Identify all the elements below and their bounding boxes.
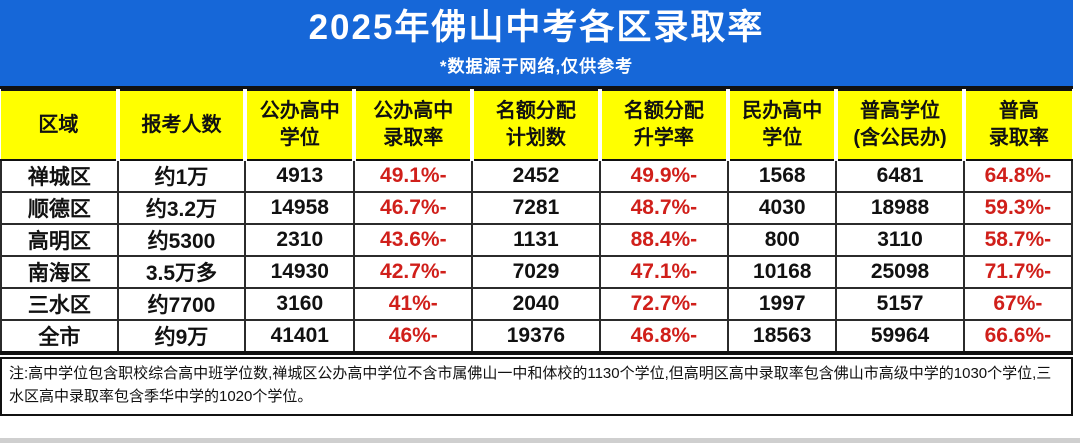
table-row: 三水区 约7700 3160 41%- 2040 72.7%- 1997 5157 67%- <box>0 287 1074 321</box>
table-header: 区域 报考人数 公办高中 学位 公办高中 录取率 名额分配 计划数 名额分配 升… <box>1 89 1072 161</box>
value-cell: 1131 <box>471 223 601 257</box>
value-cell: 43.6%- <box>353 223 474 257</box>
header-public-rate: 公办高中 录取率 <box>352 89 473 161</box>
value-cell: 6481 <box>835 159 965 193</box>
value-cell: 1568 <box>727 159 838 193</box>
value-cell: 约9万 <box>116 319 247 355</box>
header-quota-plan: 名额分配 计划数 <box>470 89 600 161</box>
table-row: 禅城区 约1万 4913 49.1%- 2452 49.9%- 1568 6481 64.8%- <box>0 159 1074 193</box>
value-cell: 1997 <box>727 287 838 321</box>
district-cell: 禅城区 <box>0 159 119 193</box>
value-cell: 10168 <box>727 255 838 289</box>
header-district: 区域 <box>1 89 118 161</box>
value-cell: 41%- <box>353 287 474 321</box>
value-cell: 46.8%- <box>598 319 730 355</box>
value-cell: 5157 <box>835 287 965 321</box>
header-quota-rate: 名额分配 升学率 <box>597 89 729 161</box>
header-row: 区域 报考人数 公办高中 学位 公办高中 录取率 名额分配 计划数 名额分配 升… <box>1 89 1072 161</box>
value-cell: 72.7%- <box>598 287 730 321</box>
district-cell: 顺德区 <box>0 191 119 225</box>
value-cell: 4030 <box>727 191 838 225</box>
value-cell: 49.9%- <box>598 159 730 193</box>
value-cell: 18988 <box>835 191 965 225</box>
value-cell: 3160 <box>244 287 356 321</box>
title-banner: 2025年佛山中考各区录取率 *数据源于网络,仅供参考 <box>0 0 1073 89</box>
header-public-seats: 公办高中 学位 <box>243 89 355 161</box>
header-general-seats: 普高学位 (含公民办) <box>834 89 964 161</box>
value-cell: 2452 <box>471 159 601 193</box>
district-cell: 全市 <box>0 319 119 355</box>
value-cell: 7281 <box>471 191 601 225</box>
table-row: 全市 约9万 41401 46%- 19376 46.8%- 18563 59964 66.6%… <box>0 319 1074 355</box>
district-cell: 高明区 <box>0 223 119 257</box>
table-row: 南海区 3.5万多 14930 42.7%- 7029 47.1%- 10168 25098 7… <box>0 255 1074 289</box>
admission-rate-table: 区域 报考人数 公办高中 学位 公办高中 录取率 名额分配 计划数 名额分配 升… <box>0 89 1074 355</box>
value-cell: 19376 <box>471 319 601 355</box>
footnote: 注:高中学位包含职校综合高中班学位数,禅城区公办高中学位不含市属佛山一中和体校的… <box>0 357 1073 416</box>
value-cell: 约5300 <box>116 223 247 257</box>
value-cell: 约7700 <box>116 287 247 321</box>
table-body: 禅城区 约1万 4913 49.1%- 2452 49.9%- 1568 6481 64.8%-… <box>0 159 1074 355</box>
page-subtitle: *数据源于网络,仅供参考 <box>439 56 634 76</box>
district-cell: 南海区 <box>0 255 119 289</box>
value-cell: 25098 <box>835 255 965 289</box>
value-cell: 58.7%- <box>962 223 1074 257</box>
value-cell: 2040 <box>471 287 601 321</box>
value-cell: 4913 <box>244 159 356 193</box>
value-cell: 7029 <box>471 255 601 289</box>
value-cell: 88.4%- <box>598 223 730 257</box>
value-cell: 47.1%- <box>598 255 730 289</box>
value-cell: 49.1%- <box>353 159 474 193</box>
value-cell: 59.3%- <box>962 191 1074 225</box>
bottom-strip <box>0 438 1080 443</box>
header-general-rate: 普高 录取率 <box>961 89 1072 161</box>
value-cell: 66.6%- <box>962 319 1074 355</box>
value-cell: 41401 <box>244 319 356 355</box>
value-cell: 800 <box>727 223 838 257</box>
value-cell: 64.8%- <box>962 159 1074 193</box>
value-cell: 2310 <box>244 223 356 257</box>
value-cell: 14930 <box>244 255 356 289</box>
value-cell: 18563 <box>727 319 838 355</box>
value-cell: 约1万 <box>116 159 247 193</box>
value-cell: 46.7%- <box>353 191 474 225</box>
page-title: 2025年佛山中考各区录取率 <box>308 8 765 48</box>
value-cell: 48.7%- <box>598 191 730 225</box>
value-cell: 3110 <box>835 223 965 257</box>
header-private-seats: 民办高中 学位 <box>726 89 837 161</box>
value-cell: 71.7%- <box>962 255 1074 289</box>
header-applicants: 报考人数 <box>115 89 246 161</box>
value-cell: 42.7%- <box>353 255 474 289</box>
table-row: 顺德区 约3.2万 14958 46.7%- 7281 48.7%- 4030 18988 59… <box>0 191 1074 225</box>
value-cell: 3.5万多 <box>116 255 247 289</box>
value-cell: 约3.2万 <box>116 191 247 225</box>
value-cell: 67%- <box>962 287 1074 321</box>
value-cell: 14958 <box>244 191 356 225</box>
table-row: 高明区 约5300 2310 43.6%- 1131 88.4%- 800 3110 58.7%… <box>0 223 1074 257</box>
content-area: 2025年佛山中考各区录取率 *数据源于网络,仅供参考 区域 报考人数 公办高中… <box>0 0 1074 416</box>
value-cell: 46%- <box>353 319 474 355</box>
value-cell: 59964 <box>835 319 965 355</box>
district-cell: 三水区 <box>0 287 119 321</box>
